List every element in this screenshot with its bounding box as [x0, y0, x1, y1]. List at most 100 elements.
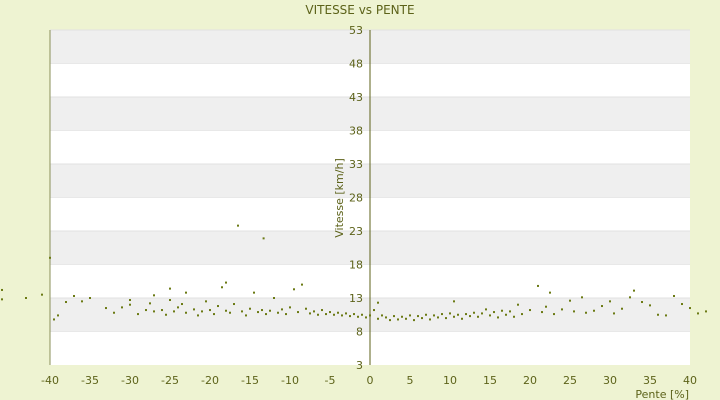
data-point	[165, 313, 167, 316]
data-point	[409, 314, 411, 317]
x-tick-label: -5	[325, 374, 336, 387]
data-point	[353, 313, 355, 316]
data-point	[521, 313, 523, 316]
data-point	[289, 306, 291, 309]
y-tick-label: 3	[356, 359, 363, 372]
x-tick-label: -35	[81, 374, 99, 387]
data-point	[145, 309, 147, 312]
data-point	[489, 314, 491, 317]
data-point	[173, 310, 175, 313]
data-point	[505, 313, 507, 316]
data-point	[473, 311, 475, 314]
data-point	[25, 297, 27, 299]
data-point	[449, 312, 451, 315]
data-point	[1, 288, 3, 291]
data-point	[213, 313, 215, 316]
data-point	[381, 314, 383, 317]
data-point	[585, 311, 587, 314]
data-point	[65, 301, 67, 304]
data-point	[41, 293, 43, 296]
data-point	[673, 294, 675, 297]
data-point	[137, 313, 139, 316]
data-point	[209, 309, 211, 312]
x-tick-label: 15	[483, 374, 497, 387]
data-point	[417, 315, 419, 318]
data-point	[397, 318, 399, 321]
data-point	[305, 307, 307, 310]
data-point	[389, 319, 391, 322]
data-point	[205, 300, 207, 303]
data-point	[601, 305, 603, 308]
data-point	[273, 297, 275, 299]
data-point	[641, 301, 643, 304]
data-point	[465, 313, 467, 316]
data-point	[161, 309, 163, 312]
data-point	[81, 300, 83, 303]
data-point	[453, 300, 455, 303]
data-point	[257, 311, 259, 314]
data-point	[201, 310, 203, 313]
data-point	[621, 307, 623, 310]
data-point	[649, 304, 651, 307]
data-point	[665, 314, 667, 317]
data-point	[262, 237, 265, 240]
data-point	[49, 256, 51, 259]
data-point	[337, 311, 339, 314]
data-point	[405, 317, 407, 320]
data-point	[573, 310, 575, 313]
data-point	[221, 286, 223, 289]
x-tick-label: -20	[201, 374, 219, 387]
data-point	[185, 311, 187, 314]
data-point	[477, 315, 479, 318]
data-point	[461, 317, 463, 320]
data-point	[469, 315, 471, 318]
data-point	[681, 303, 683, 306]
y-tick-label: 28	[349, 192, 363, 205]
y-tick-label: 33	[349, 158, 363, 171]
x-tick-label: -10	[281, 374, 299, 387]
data-point	[57, 314, 59, 317]
data-point	[593, 309, 595, 312]
data-point	[129, 299, 131, 302]
data-point	[433, 314, 435, 317]
data-point	[325, 313, 327, 316]
data-point	[129, 303, 131, 306]
data-point	[553, 313, 555, 316]
data-point	[169, 299, 171, 302]
data-point	[281, 308, 283, 311]
x-tick-label: -25	[161, 374, 179, 387]
data-points	[1, 224, 707, 322]
x-tick-label: 35	[643, 374, 657, 387]
data-point	[385, 316, 387, 319]
x-tick-label: 0	[367, 374, 374, 387]
data-point	[73, 294, 75, 297]
data-point	[241, 310, 243, 313]
y-tick-label: 23	[349, 225, 363, 238]
data-point	[245, 314, 247, 317]
data-point	[373, 309, 375, 312]
data-point	[481, 312, 483, 315]
data-point	[229, 311, 231, 314]
data-point	[285, 313, 287, 316]
data-point	[581, 296, 583, 299]
data-point	[237, 224, 239, 227]
x-tick-label: -40	[41, 374, 59, 387]
x-tick-label: 10	[443, 374, 457, 387]
data-point	[217, 305, 219, 308]
data-point	[453, 315, 455, 318]
data-point	[269, 309, 271, 312]
data-point	[513, 315, 515, 318]
data-point	[249, 307, 251, 310]
x-tick-labels: -40 -35 -30 -25 -20 -15 -10 -5 0 5 10 15 20 25 30 35 40	[41, 374, 697, 387]
y-tick-label: 18	[349, 259, 363, 272]
data-point	[297, 311, 299, 314]
data-point	[153, 294, 155, 297]
data-point	[361, 313, 363, 316]
data-point	[529, 309, 531, 312]
data-point	[261, 309, 263, 312]
data-point	[293, 288, 295, 291]
data-point	[629, 296, 631, 299]
x-tick-label: -15	[241, 374, 259, 387]
data-point	[185, 291, 187, 294]
